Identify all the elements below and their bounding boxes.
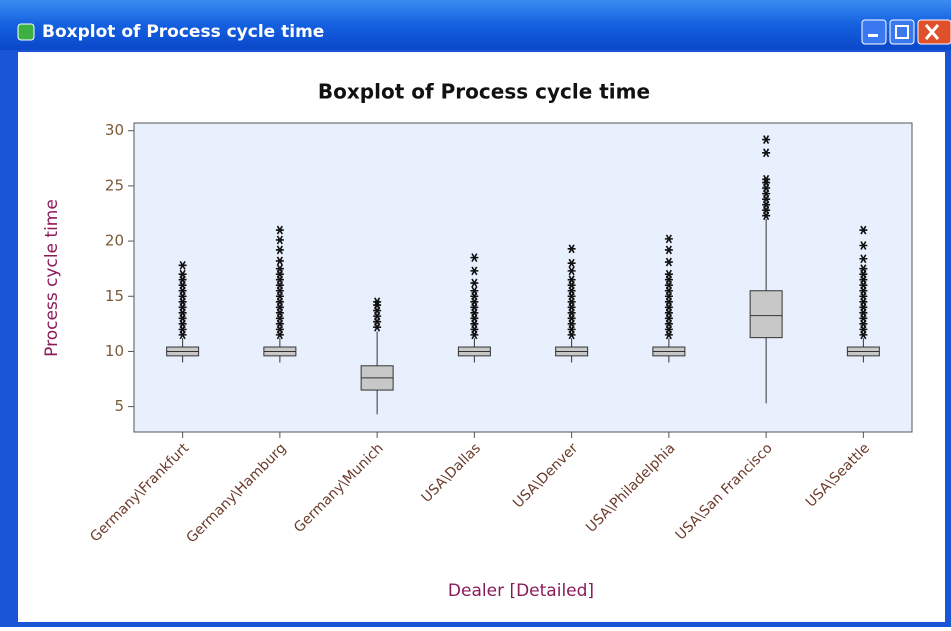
outlier (470, 286, 479, 296)
outlier (664, 245, 673, 255)
outlier (567, 275, 576, 285)
outlier (275, 256, 284, 266)
y-tick-label: 30 (105, 121, 124, 139)
outlier (275, 235, 284, 245)
outlier (275, 245, 284, 255)
y-tick-label: 15 (105, 287, 124, 305)
y-tick-label: 25 (105, 176, 124, 194)
outlier (859, 264, 868, 274)
outlier (762, 135, 771, 144)
outlier (470, 266, 479, 276)
outlier (762, 148, 771, 158)
outlier (859, 254, 868, 264)
title-bar (0, 0, 951, 50)
outlier (275, 264, 284, 274)
window-title: Boxplot of Process cycle time (42, 22, 324, 42)
maximize-icon (895, 25, 909, 39)
outlier (178, 260, 187, 270)
close-icon (924, 24, 940, 40)
outlier (275, 225, 284, 235)
y-axis-label: Process cycle time (42, 199, 62, 357)
outlier (664, 234, 673, 244)
outlier (567, 244, 576, 254)
outlier (859, 225, 868, 235)
minimize-icon (868, 34, 878, 37)
outlier (664, 257, 673, 267)
outlier (664, 269, 673, 279)
outlier (470, 253, 479, 263)
box (749, 290, 783, 339)
minimize-button[interactable] (861, 19, 887, 45)
outlier (178, 269, 187, 279)
plot-area (133, 122, 913, 433)
outlier (567, 266, 576, 276)
maximize-button[interactable] (889, 19, 915, 45)
outlier (567, 258, 576, 268)
y-tick-label: 20 (105, 232, 124, 250)
y-tick-label: 10 (105, 342, 124, 360)
outlier (859, 241, 868, 250)
app-icon (17, 23, 35, 41)
y-tick-label: 5 (114, 397, 124, 415)
x-axis-label: Dealer [Detailed] (448, 581, 594, 601)
close-button[interactable] (917, 19, 951, 45)
outlier (470, 278, 479, 288)
outlier (762, 174, 771, 184)
outlier (373, 297, 382, 307)
chart-title: Boxplot of Process cycle time (318, 80, 650, 104)
